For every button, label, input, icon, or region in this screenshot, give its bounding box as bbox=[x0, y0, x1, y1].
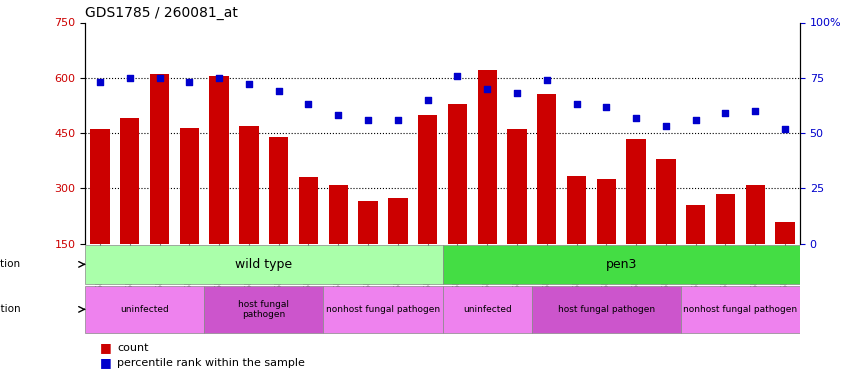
Text: ■: ■ bbox=[100, 356, 111, 369]
Bar bbox=[537, 94, 557, 244]
Point bbox=[599, 104, 613, 110]
Point bbox=[301, 101, 315, 107]
Bar bbox=[85, 286, 204, 333]
Point bbox=[331, 112, 345, 118]
Point bbox=[569, 101, 583, 107]
Bar bbox=[443, 286, 532, 333]
Text: percentile rank within the sample: percentile rank within the sample bbox=[117, 358, 306, 368]
Point bbox=[718, 110, 732, 116]
Text: pen3: pen3 bbox=[606, 258, 637, 271]
Bar bbox=[85, 22, 800, 244]
Point bbox=[94, 79, 107, 85]
Text: ■: ■ bbox=[100, 341, 111, 354]
Bar bbox=[507, 129, 527, 244]
Bar bbox=[681, 286, 800, 333]
Point bbox=[688, 117, 702, 123]
Point bbox=[778, 126, 791, 132]
Point bbox=[271, 88, 285, 94]
Bar bbox=[120, 118, 140, 244]
Bar bbox=[328, 185, 348, 244]
Bar bbox=[180, 128, 199, 244]
Point bbox=[212, 75, 226, 81]
Bar bbox=[686, 205, 705, 244]
Point bbox=[480, 86, 494, 92]
Text: uninfected: uninfected bbox=[120, 305, 169, 314]
Bar bbox=[626, 139, 646, 244]
Text: infection: infection bbox=[0, 304, 20, 314]
Bar bbox=[567, 176, 586, 244]
Point bbox=[450, 73, 464, 79]
Bar bbox=[418, 115, 437, 244]
Point bbox=[361, 117, 374, 123]
Bar bbox=[209, 76, 229, 244]
Bar bbox=[150, 74, 169, 244]
Point bbox=[510, 90, 523, 96]
Bar bbox=[204, 286, 323, 333]
Text: genotype/variation: genotype/variation bbox=[0, 260, 20, 269]
Bar bbox=[597, 179, 616, 244]
Point bbox=[391, 117, 404, 123]
Bar bbox=[477, 70, 497, 244]
Bar bbox=[269, 137, 288, 244]
Bar bbox=[388, 198, 408, 244]
Text: count: count bbox=[117, 343, 149, 352]
Text: nonhost fungal pathogen: nonhost fungal pathogen bbox=[683, 305, 797, 314]
Bar bbox=[448, 104, 467, 244]
Point bbox=[540, 77, 553, 83]
Point bbox=[748, 108, 762, 114]
Bar bbox=[443, 244, 800, 284]
Text: host fungal
pathogen: host fungal pathogen bbox=[238, 300, 289, 319]
Text: uninfected: uninfected bbox=[463, 305, 511, 314]
Text: GDS1785 / 260081_at: GDS1785 / 260081_at bbox=[85, 6, 238, 20]
Point bbox=[242, 81, 255, 87]
Bar bbox=[716, 194, 735, 244]
Point bbox=[182, 79, 196, 85]
Text: nonhost fungal pathogen: nonhost fungal pathogen bbox=[326, 305, 440, 314]
Bar bbox=[358, 201, 378, 244]
Bar bbox=[745, 185, 765, 244]
Bar bbox=[775, 222, 795, 244]
Point bbox=[659, 123, 672, 129]
Bar bbox=[239, 126, 259, 244]
Point bbox=[420, 97, 434, 103]
Bar bbox=[323, 286, 443, 333]
Bar bbox=[90, 129, 110, 244]
Point bbox=[153, 75, 167, 81]
Text: host fungal pathogen: host fungal pathogen bbox=[557, 305, 655, 314]
Point bbox=[123, 75, 136, 81]
Bar bbox=[85, 244, 443, 284]
Text: wild type: wild type bbox=[235, 258, 293, 271]
Bar bbox=[532, 286, 681, 333]
Point bbox=[629, 115, 643, 121]
Bar bbox=[656, 159, 676, 244]
Bar bbox=[299, 177, 318, 244]
